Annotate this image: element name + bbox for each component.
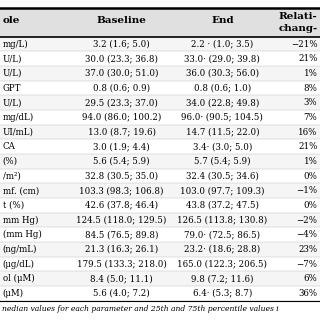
Text: 23.2· (18.6; 28.8): 23.2· (18.6; 28.8) (184, 245, 260, 254)
Text: 165.0 (122.3; 206.5): 165.0 (122.3; 206.5) (177, 260, 268, 268)
Text: 0%: 0% (304, 172, 317, 180)
Text: 1%: 1% (304, 157, 317, 166)
Text: −4%: −4% (296, 230, 317, 239)
Text: −1%: −1% (296, 186, 317, 195)
Text: 8%: 8% (304, 84, 317, 92)
Text: 5.6 (4.0; 7.2): 5.6 (4.0; 7.2) (93, 289, 150, 298)
Bar (0, 37, 320, 52)
Text: 103.0 (97.7; 109.3): 103.0 (97.7; 109.3) (180, 186, 265, 195)
Text: CA: CA (3, 142, 15, 151)
Bar (0, 228, 320, 242)
Text: End: End (211, 16, 234, 26)
Text: 0.8 (0.6; 1.0): 0.8 (0.6; 1.0) (194, 84, 251, 92)
Text: 36.0 (30.3; 56.0): 36.0 (30.3; 56.0) (186, 69, 259, 78)
Text: 79.0· (72.5; 86.5): 79.0· (72.5; 86.5) (184, 230, 260, 239)
Text: 29.5 (23.3; 37.0): 29.5 (23.3; 37.0) (85, 98, 158, 107)
Text: mm Hg): mm Hg) (3, 216, 38, 225)
Text: 14.7 (11.5; 22.0): 14.7 (11.5; 22.0) (186, 128, 259, 137)
Bar (0, 95, 320, 110)
Text: (ng/mL): (ng/mL) (3, 245, 37, 254)
Text: 36%: 36% (298, 289, 317, 298)
Text: 21%: 21% (298, 54, 317, 63)
Bar (0, 242, 320, 257)
Text: UI/mL): UI/mL) (3, 128, 34, 137)
Text: Relati-: Relati- (279, 12, 317, 20)
Text: 32.4 (30.5; 34.6): 32.4 (30.5; 34.6) (186, 172, 259, 180)
Text: 3%: 3% (304, 98, 317, 107)
Text: 103.3 (98.3; 106.8): 103.3 (98.3; 106.8) (79, 186, 164, 195)
Text: 124.5 (118.0; 129.5): 124.5 (118.0; 129.5) (76, 216, 167, 225)
Text: U/L): U/L) (3, 69, 22, 78)
Text: 3.2 (1.6; 5.0): 3.2 (1.6; 5.0) (93, 40, 150, 49)
Text: 84.5 (76.5; 89.8): 84.5 (76.5; 89.8) (85, 230, 158, 239)
Text: 33.0· (29.0; 39.8): 33.0· (29.0; 39.8) (184, 54, 260, 63)
Bar (0, 213, 320, 228)
Text: ol (μM): ol (μM) (3, 274, 34, 284)
Bar (0, 8, 320, 37)
Text: 3.4· (3.0; 5.0): 3.4· (3.0; 5.0) (193, 142, 252, 151)
Text: Baseline: Baseline (97, 16, 147, 26)
Text: 34.0 (22.8; 49.8): 34.0 (22.8; 49.8) (186, 98, 259, 107)
Bar (0, 125, 320, 140)
Bar (0, 52, 320, 66)
Text: nedian values for each parameter and 25th and 75th percentile values i: nedian values for each parameter and 25t… (2, 305, 278, 313)
Text: 16%: 16% (298, 128, 317, 137)
Bar (0, 183, 320, 198)
Text: 9.8 (7.2; 11.6): 9.8 (7.2; 11.6) (191, 274, 254, 283)
Text: 23%: 23% (298, 245, 317, 254)
Text: 94.0 (86.0; 100.2): 94.0 (86.0; 100.2) (82, 113, 161, 122)
Text: 179.5 (133.3; 218.0): 179.5 (133.3; 218.0) (77, 260, 166, 268)
Text: 5.7 (5.4; 5.9): 5.7 (5.4; 5.9) (194, 157, 251, 166)
Text: 5.6 (5.4; 5.9): 5.6 (5.4; 5.9) (93, 157, 150, 166)
Bar (0, 66, 320, 81)
Text: 6.4· (5.3; 8.7): 6.4· (5.3; 8.7) (193, 289, 252, 298)
Text: 3.0 (1.9; 4.4): 3.0 (1.9; 4.4) (93, 142, 150, 151)
Text: 2.2 · (1.0; 3.5): 2.2 · (1.0; 3.5) (191, 40, 253, 49)
Text: 21%: 21% (298, 142, 317, 151)
Text: mg/dL): mg/dL) (3, 113, 34, 122)
Bar (0, 198, 320, 213)
Text: 8.4 (5.0; 11.1): 8.4 (5.0; 11.1) (90, 274, 153, 283)
Bar (0, 140, 320, 154)
Text: 42.6 (37.8; 46.4): 42.6 (37.8; 46.4) (85, 201, 158, 210)
Bar (0, 110, 320, 125)
Text: (μg/dL): (μg/dL) (3, 260, 35, 269)
Text: (mm Hg): (mm Hg) (3, 230, 41, 239)
Text: 126.5 (113.8; 130.8): 126.5 (113.8; 130.8) (177, 216, 268, 225)
Text: 43.8 (37.2; 47.5): 43.8 (37.2; 47.5) (186, 201, 259, 210)
Bar (0, 154, 320, 169)
Text: 7%: 7% (304, 113, 317, 122)
Text: 32.8 (30.5; 35.0): 32.8 (30.5; 35.0) (85, 172, 158, 180)
Text: 1%: 1% (304, 69, 317, 78)
Text: (%): (%) (3, 157, 18, 166)
Text: mf. (cm): mf. (cm) (3, 186, 39, 195)
Text: 30.0 (23.3; 36.8): 30.0 (23.3; 36.8) (85, 54, 158, 63)
Text: ole: ole (3, 16, 20, 26)
Text: −21%: −21% (291, 40, 317, 49)
Bar (0, 81, 320, 95)
Text: (μM): (μM) (3, 289, 24, 298)
Text: 13.0 (8.7; 19.6): 13.0 (8.7; 19.6) (88, 128, 156, 137)
Text: U/L): U/L) (3, 54, 22, 63)
Bar (0, 271, 320, 286)
Text: 21.3 (16.3; 26.1): 21.3 (16.3; 26.1) (85, 245, 158, 254)
Text: −7%: −7% (296, 260, 317, 268)
Text: GPT: GPT (3, 84, 21, 92)
Text: 96.0· (90.5; 104.5): 96.0· (90.5; 104.5) (181, 113, 263, 122)
Text: /m²): /m²) (3, 172, 20, 180)
Bar (0, 169, 320, 183)
Text: t (%): t (%) (3, 201, 24, 210)
Text: 6%: 6% (304, 274, 317, 283)
Text: chang-: chang- (278, 24, 317, 33)
Text: U/L): U/L) (3, 98, 22, 107)
Bar (0, 257, 320, 271)
Bar (0, 286, 320, 301)
Text: mg/L): mg/L) (3, 40, 28, 49)
Text: 0%: 0% (304, 201, 317, 210)
Text: 37.0 (30.0; 51.0): 37.0 (30.0; 51.0) (85, 69, 158, 78)
Text: −2%: −2% (296, 216, 317, 225)
Text: 0.8 (0.6; 0.9): 0.8 (0.6; 0.9) (93, 84, 150, 92)
